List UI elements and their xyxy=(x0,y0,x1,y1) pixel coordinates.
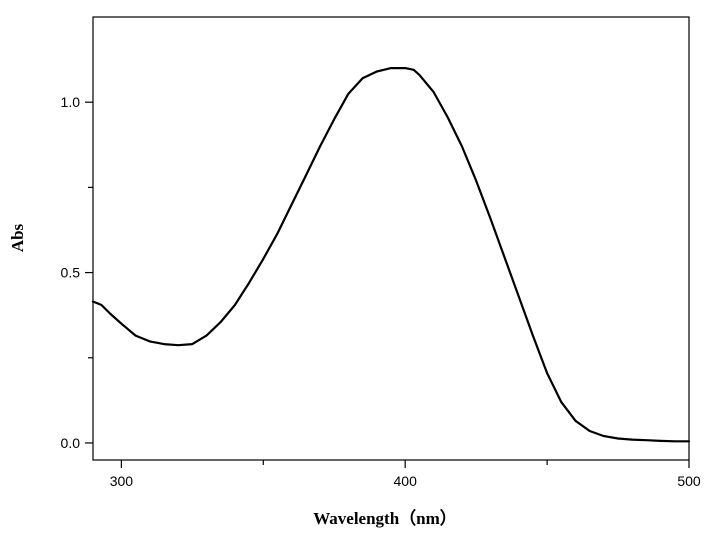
series-line xyxy=(91,67,691,443)
y-tick-label: 0.5 xyxy=(61,265,81,281)
y-axis-title: Abs xyxy=(8,223,27,252)
x-tick-label: 500 xyxy=(677,473,701,489)
axis-ticks xyxy=(85,101,690,468)
y-tick-label: 1.0 xyxy=(61,94,81,110)
x-tick-label: 300 xyxy=(110,473,134,489)
plot-frame xyxy=(92,16,690,461)
x-axis-title: Wavelength（nm） xyxy=(313,508,457,528)
y-tick-label: 0.0 xyxy=(61,435,81,451)
x-tick-label: 400 xyxy=(394,473,418,489)
tick-labels: 300 400 500 0.0 0.5 1.0 xyxy=(61,94,701,489)
